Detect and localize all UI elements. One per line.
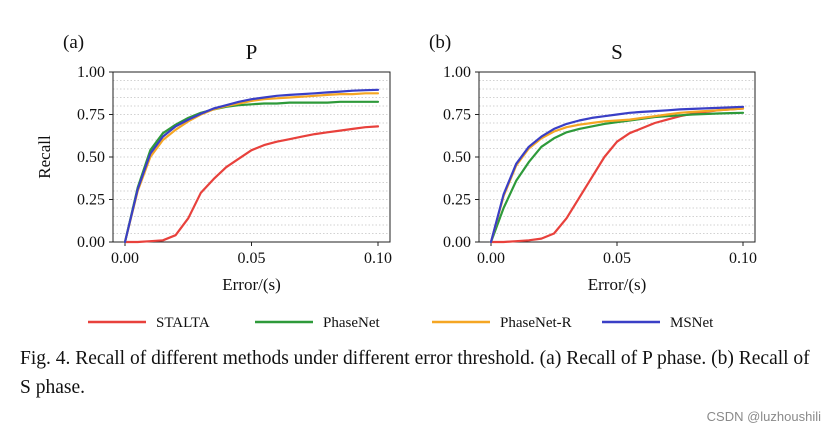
chart-panel-s: 0.00 0.25 0.50 0.75 1.00 0.00 0.05 0.10 S (b) Erro…	[429, 32, 757, 294]
legend-item-msnet: MSNet	[602, 315, 714, 331]
series-line-msnet	[489, 105, 745, 244]
y-tick-label: 0.50	[443, 149, 471, 166]
x-tick-label: 0.05	[238, 250, 266, 267]
series-line-stalta	[489, 107, 745, 244]
x-tick-label: 0.05	[603, 250, 631, 267]
x-tick-label: 0.00	[477, 250, 505, 267]
legend-label-msnet: MSNet	[670, 315, 714, 331]
y-tick-label: 0.25	[443, 192, 471, 209]
series-line-phasenet	[123, 100, 380, 244]
legend: STALTA PhaseNet PhaseNet-R MSNet	[88, 315, 714, 331]
y-tick-label: 1.00	[443, 64, 471, 81]
chart-panels: 0.00 0.25 0.50 0.75 1.00 0.00 0.05 0.10 P (a) Erro…	[35, 32, 757, 294]
y-tick-label: 0.00	[443, 234, 471, 251]
x-axis-label: Error/(s)	[588, 275, 647, 294]
chart-title: S	[611, 40, 623, 64]
series-line-msnet	[123, 88, 380, 244]
x-tick-label: 0.00	[111, 250, 139, 267]
legend-label-phasenet: PhaseNet	[323, 315, 380, 331]
y-tick-label: 0.00	[77, 234, 105, 251]
x-tick-label: 0.10	[364, 250, 392, 267]
panel-label: (b)	[429, 32, 451, 53]
legend-item-stalta: STALTA	[88, 315, 210, 331]
y-tick-label: 0.50	[77, 149, 105, 166]
legend-item-phasenet: PhaseNet	[255, 315, 380, 331]
legend-label-phasenet-r: PhaseNet-R	[500, 315, 572, 331]
legend-item-phasenet-r: PhaseNet-R	[432, 315, 572, 331]
series-line-phasenet-r	[489, 107, 745, 244]
y-tick-label: 0.25	[77, 192, 105, 209]
series-line-phasenet-r	[123, 92, 380, 244]
legend-label-stalta: STALTA	[156, 315, 210, 331]
x-tick-label: 0.10	[729, 250, 757, 267]
y-tick-label: 0.75	[77, 107, 105, 124]
panel-label: (a)	[63, 32, 84, 53]
y-tick-label: 0.75	[443, 107, 471, 124]
chart-title: P	[246, 40, 258, 64]
series-line-phasenet	[489, 111, 745, 244]
x-axis-label: Error/(s)	[222, 275, 281, 294]
series-line-stalta	[123, 125, 380, 244]
figure-caption: Fig. 4. Recall of different methods unde…	[20, 348, 810, 398]
watermark: CSDN @luzhoushili	[706, 409, 821, 424]
y-axis-label: Recall	[35, 135, 54, 179]
chart-panel-p: 0.00 0.25 0.50 0.75 1.00 0.00 0.05 0.10 P (a) Erro…	[35, 32, 392, 294]
y-tick-label: 1.00	[77, 64, 105, 81]
